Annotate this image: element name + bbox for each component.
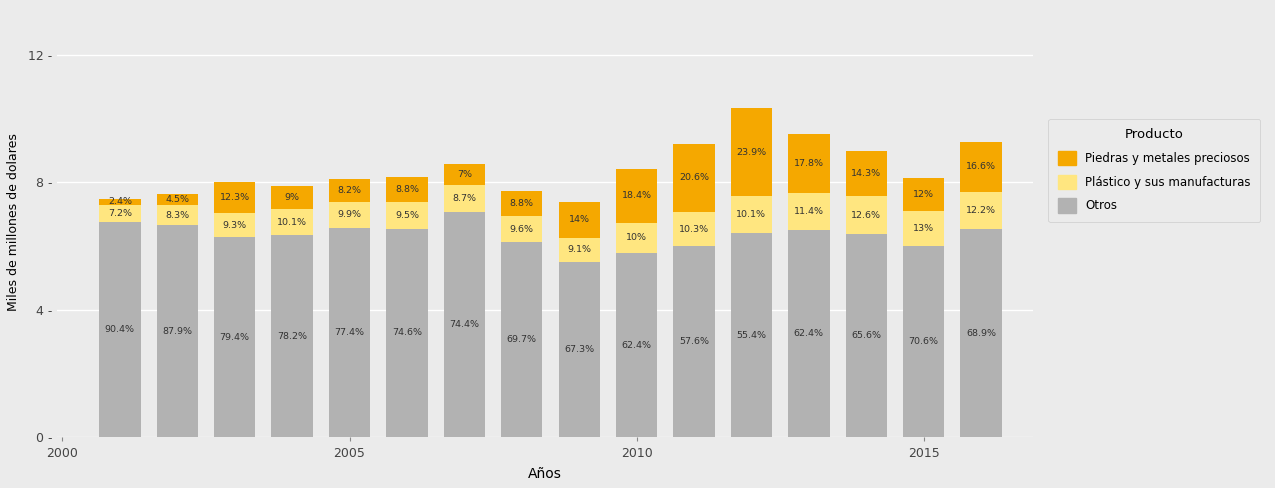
Bar	[558, 262, 599, 437]
Bar	[903, 210, 945, 246]
Bar	[960, 229, 1002, 437]
Text: 62.4%: 62.4%	[622, 341, 652, 349]
Text: 12.6%: 12.6%	[852, 210, 881, 220]
Text: 10%: 10%	[626, 233, 648, 243]
Text: 13%: 13%	[913, 224, 935, 233]
Bar	[845, 196, 887, 235]
Bar	[731, 108, 773, 196]
Bar	[616, 169, 657, 223]
Bar	[444, 212, 484, 437]
Bar	[444, 185, 484, 212]
Bar	[673, 143, 715, 212]
Bar	[960, 142, 1002, 192]
Bar	[99, 199, 140, 204]
Bar	[272, 235, 312, 437]
Text: 8.8%: 8.8%	[510, 199, 534, 208]
Bar	[788, 193, 830, 230]
Bar	[157, 194, 198, 205]
Text: 74.4%: 74.4%	[449, 320, 479, 329]
Bar	[616, 253, 657, 437]
Text: 12%: 12%	[913, 190, 935, 199]
Text: 11.4%: 11.4%	[794, 207, 824, 216]
Bar	[558, 202, 599, 238]
X-axis label: Años: Años	[528, 467, 562, 481]
Text: 9.6%: 9.6%	[510, 224, 534, 234]
Text: 2.4%: 2.4%	[108, 197, 131, 206]
Bar	[157, 205, 198, 225]
Text: 69.7%: 69.7%	[506, 335, 537, 345]
Bar	[99, 204, 140, 222]
Bar	[788, 230, 830, 437]
Text: 7.2%: 7.2%	[108, 209, 131, 218]
Legend: Piedras y metales preciosos, Plástico y sus manufacturas, Otros: Piedras y metales preciosos, Plástico y …	[1048, 119, 1260, 222]
Bar	[214, 213, 255, 237]
Bar	[214, 183, 255, 213]
Text: 62.4%: 62.4%	[794, 329, 824, 339]
Y-axis label: Miles de millones de dolares: Miles de millones de dolares	[6, 133, 20, 311]
Text: 17.8%: 17.8%	[794, 159, 824, 168]
Text: 18.4%: 18.4%	[622, 191, 652, 201]
Text: 9.3%: 9.3%	[223, 221, 247, 230]
Bar	[501, 216, 542, 243]
Bar	[272, 209, 312, 235]
Text: 9.9%: 9.9%	[338, 210, 362, 220]
Text: 67.3%: 67.3%	[564, 345, 594, 354]
Text: 14.3%: 14.3%	[852, 169, 881, 178]
Bar	[673, 212, 715, 246]
Text: 12.2%: 12.2%	[966, 206, 996, 215]
Bar	[272, 186, 312, 209]
Text: 4.5%: 4.5%	[166, 195, 189, 204]
Bar	[731, 196, 773, 233]
Text: 10.1%: 10.1%	[737, 210, 766, 219]
Bar	[903, 178, 945, 210]
Text: 9%: 9%	[284, 193, 300, 202]
Text: 79.4%: 79.4%	[219, 333, 250, 342]
Bar	[731, 233, 773, 437]
Bar	[903, 246, 945, 437]
Text: 90.4%: 90.4%	[105, 325, 135, 334]
Text: 9.1%: 9.1%	[567, 245, 592, 254]
Text: 8.8%: 8.8%	[395, 185, 419, 194]
Text: 8.7%: 8.7%	[453, 194, 477, 203]
Text: 20.6%: 20.6%	[680, 173, 709, 183]
Bar	[386, 202, 427, 228]
Text: 8.3%: 8.3%	[166, 211, 189, 220]
Bar	[386, 177, 427, 202]
Text: 68.9%: 68.9%	[966, 328, 996, 338]
Text: 10.3%: 10.3%	[680, 224, 709, 234]
Text: 78.2%: 78.2%	[277, 332, 307, 341]
Text: 77.4%: 77.4%	[334, 328, 365, 337]
Text: 8.2%: 8.2%	[338, 186, 362, 195]
Bar	[329, 228, 370, 437]
Text: 14%: 14%	[569, 215, 589, 224]
Bar	[960, 192, 1002, 229]
Bar	[329, 202, 370, 228]
Bar	[788, 134, 830, 193]
Bar	[558, 238, 599, 262]
Text: 16.6%: 16.6%	[966, 163, 996, 171]
Bar	[214, 237, 255, 437]
Bar	[616, 223, 657, 253]
Bar	[501, 243, 542, 437]
Bar	[157, 225, 198, 437]
Bar	[329, 180, 370, 202]
Bar	[386, 228, 427, 437]
Text: 65.6%: 65.6%	[852, 331, 881, 341]
Text: 12.3%: 12.3%	[219, 193, 250, 203]
Text: 55.4%: 55.4%	[737, 331, 766, 340]
Text: 70.6%: 70.6%	[909, 337, 938, 346]
Bar	[845, 151, 887, 196]
Bar	[845, 235, 887, 437]
Text: 87.9%: 87.9%	[162, 327, 193, 336]
Bar	[501, 191, 542, 216]
Text: 74.6%: 74.6%	[391, 328, 422, 338]
Text: 7%: 7%	[456, 170, 472, 179]
Text: 57.6%: 57.6%	[680, 337, 709, 346]
Bar	[673, 246, 715, 437]
Text: 9.5%: 9.5%	[395, 211, 419, 220]
Text: 10.1%: 10.1%	[277, 218, 307, 227]
Bar	[444, 164, 484, 185]
Bar	[99, 222, 140, 437]
Text: 23.9%: 23.9%	[737, 148, 766, 157]
